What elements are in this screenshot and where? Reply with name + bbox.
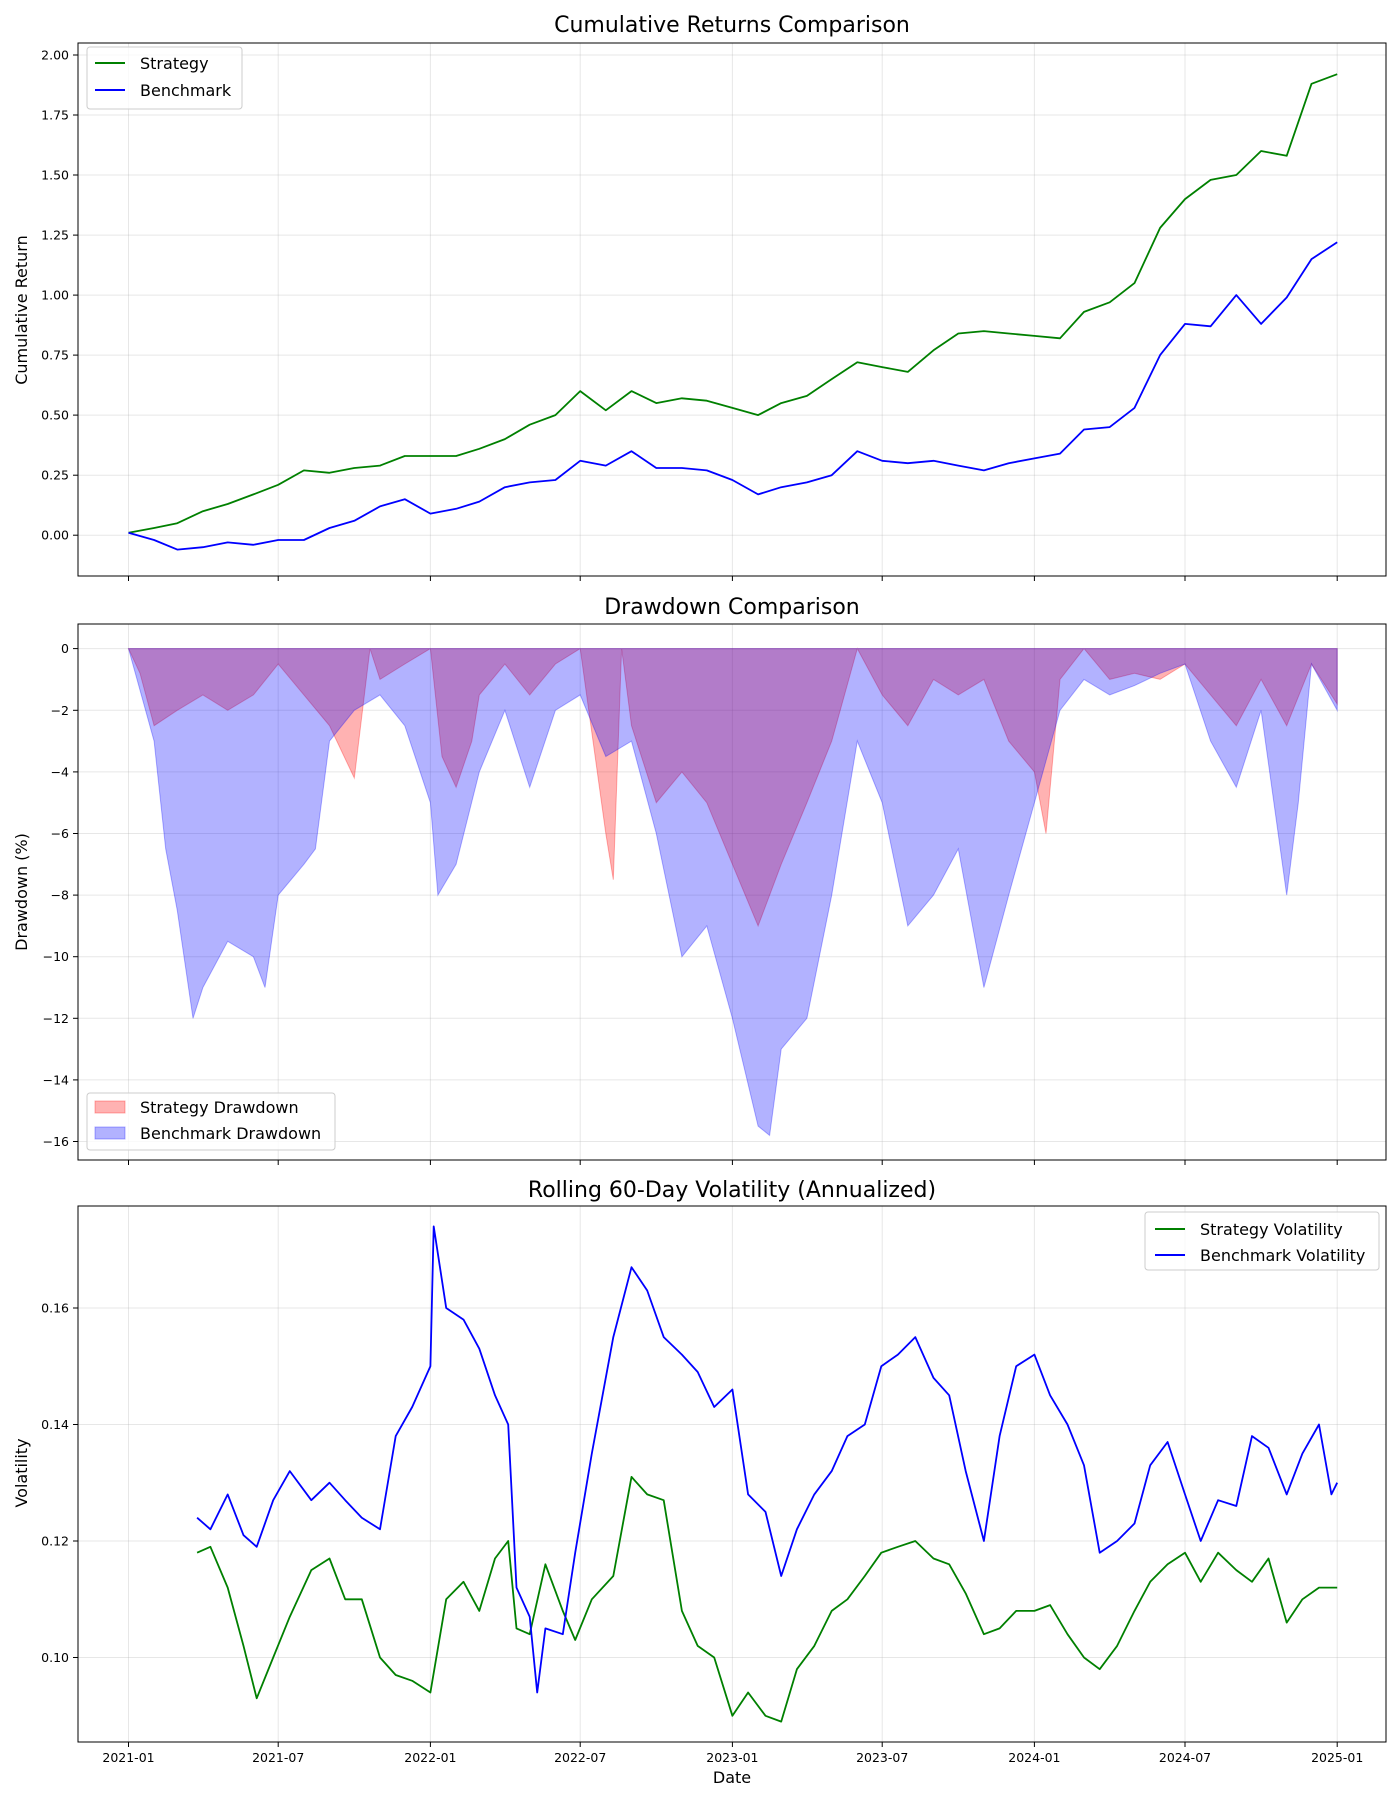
line-benchmark	[128, 241, 1338, 551]
x-tick-label-2: 2022-01	[404, 1750, 456, 1765]
x-tick-label-0: 2021-01	[102, 1750, 154, 1765]
line-strategy-volatility	[196, 1476, 1338, 1723]
y-tick-label-3: 0.75	[41, 348, 69, 363]
drawdown-frame	[77, 623, 1387, 1161]
legend-swatch-strategy-drawdown	[94, 1100, 126, 1114]
cumulative-returns-lines	[128, 73, 1338, 551]
y-tick-label-0: 0.00	[41, 528, 69, 543]
drawdown-ylabel: Drawdown (%)	[12, 833, 31, 951]
cumulative-returns-ylabel: Cumulative Return	[12, 235, 31, 385]
y-tick-label-3: −6	[51, 826, 69, 841]
y-tick-label-4: −8	[51, 888, 69, 903]
drawdown-legend: Strategy Drawdown Benchmark Drawdown	[86, 1092, 336, 1151]
y-tick-label-3: 0.16	[41, 1301, 69, 1316]
line-benchmark-volatility	[196, 1225, 1339, 1694]
x-tick-label-4: 2023-01	[706, 1750, 758, 1765]
legend-label-benchmark-volatility: Benchmark Volatility	[1200, 1246, 1365, 1265]
legend-label-benchmark-drawdown: Benchmark Drawdown	[140, 1124, 321, 1143]
volatility-grid	[78, 1206, 1386, 1742]
legend-label-benchmark: Benchmark	[140, 81, 232, 100]
drawdown-title: Drawdown Comparison	[604, 595, 860, 620]
cumulative-returns-legend: Strategy Benchmark	[86, 46, 243, 110]
y-tick-label-2: 0.14	[41, 1417, 69, 1432]
x-tick-label-6: 2024-01	[1008, 1750, 1060, 1765]
y-tick-label-7: 1.75	[41, 108, 69, 123]
y-tick-label-4: 1.00	[41, 288, 69, 303]
drawdown-areas	[127, 647, 1338, 1137]
x-tick-label-7: 2024-07	[1159, 1750, 1211, 1765]
y-tick-label-1: 0.25	[41, 468, 69, 483]
drawdown-panel: Drawdown Comparison Drawdown (%) 0 −2 −4 −6…	[12, 595, 1387, 1165]
y-tick-label-2: −4	[51, 764, 69, 779]
y-tick-label-6: 1.50	[41, 168, 69, 183]
volatility-legend: Strategy Volatility Benchmark Volatility	[1144, 1211, 1380, 1271]
y-tick-label-0: 0.10	[41, 1650, 69, 1665]
volatility-title: Rolling 60-Day Volatility (Annualized)	[528, 1178, 936, 1203]
area-strategy-drawdown	[127, 647, 1338, 928]
volatility-ticks: 2021-01 2021-07 2022-01 2022-07 2023-01 2023-…	[41, 1301, 1363, 1766]
legend-label-strategy: Strategy	[140, 54, 209, 73]
y-tick-label-8: −16	[43, 1134, 69, 1149]
y-tick-label-1: −2	[51, 703, 69, 718]
y-tick-label-8: 2.00	[41, 48, 69, 63]
legend-label-strategy-volatility: Strategy Volatility	[1200, 1220, 1343, 1239]
cumulative-returns-frame	[77, 42, 1387, 577]
drawdown-ticks: 0 −2 −4 −6 −8 −10 −12 −14 −16	[43, 641, 1338, 1165]
area-benchmark-drawdown	[127, 648, 1338, 1137]
y-tick-label-5: 1.25	[41, 228, 69, 243]
volatility-panel: Rolling 60-Day Volatility (Annualized) V…	[12, 1178, 1387, 1787]
y-tick-label-1: 0.12	[41, 1534, 69, 1549]
cumulative-returns-title: Cumulative Returns Comparison	[554, 13, 910, 38]
cumulative-returns-panel: Cumulative Returns Comparison Cumulative…	[12, 13, 1387, 581]
y-tick-label-0: 0	[61, 641, 69, 656]
drawdown-legend-box	[86, 1092, 336, 1151]
y-tick-label-5: −10	[43, 949, 69, 964]
x-tick-label-1: 2021-07	[252, 1750, 304, 1765]
x-tick-label-5: 2023-07	[856, 1750, 908, 1765]
legend-swatch-benchmark-drawdown	[94, 1126, 126, 1140]
y-tick-label-6: −12	[43, 1011, 69, 1026]
y-tick-label-2: 0.50	[41, 408, 69, 423]
x-tick-label-8: 2025-01	[1311, 1750, 1363, 1765]
cumulative-returns-ticks: 0.00 0.25 0.50 0.75 1.00 1.25 1.50 1.75 2.00	[41, 48, 1338, 581]
line-strategy	[128, 73, 1338, 534]
legend-label-strategy-drawdown: Strategy Drawdown	[140, 1098, 299, 1117]
volatility-frame	[77, 1205, 1387, 1743]
volatility-lines	[196, 1225, 1339, 1723]
cumulative-returns-grid	[78, 43, 1386, 576]
volatility-ylabel: Volatility	[12, 1438, 31, 1507]
cumulative-returns-legend-box	[86, 46, 243, 110]
volatility-xlabel: Date	[713, 1768, 751, 1787]
volatility-legend-box	[1144, 1211, 1380, 1271]
x-tick-label-3: 2022-07	[554, 1750, 606, 1765]
y-tick-label-7: −14	[43, 1072, 69, 1087]
